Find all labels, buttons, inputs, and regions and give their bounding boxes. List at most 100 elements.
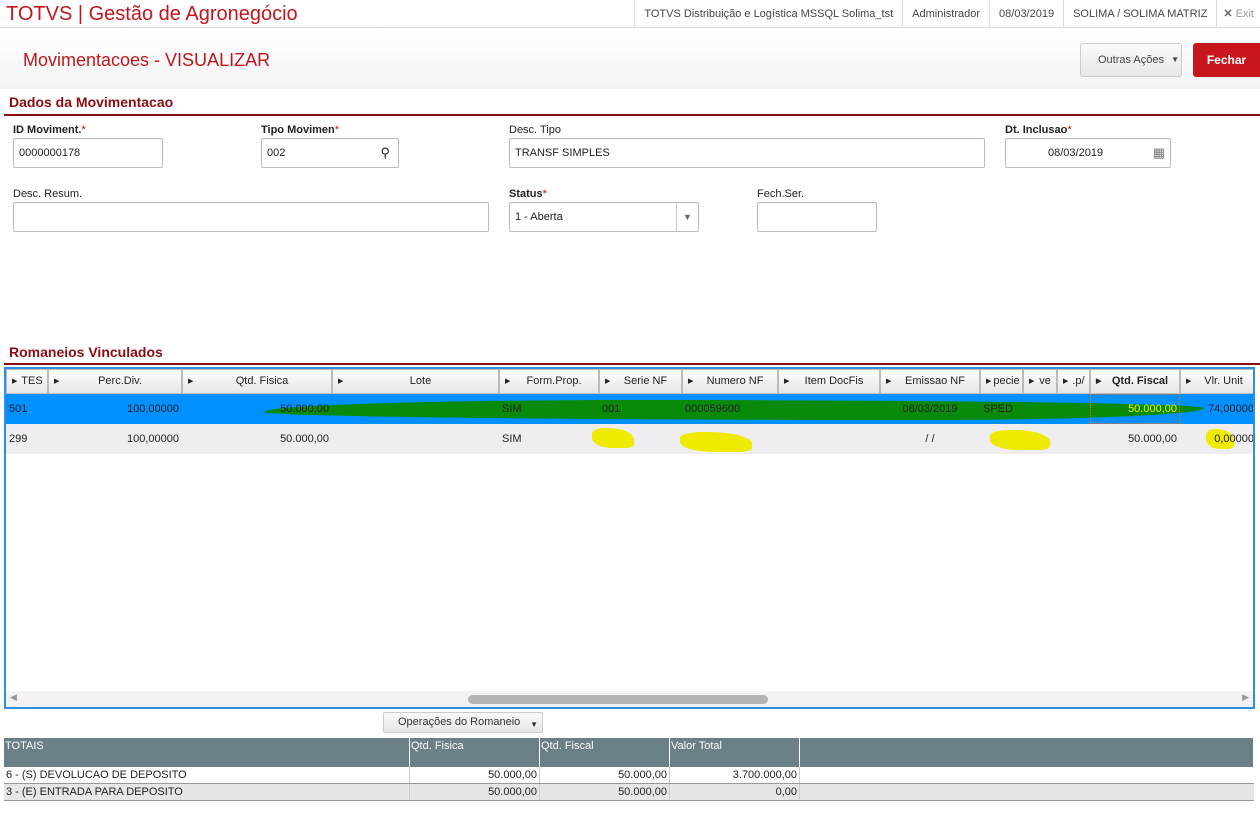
- dt-label: Dt. Inclusao: [1005, 124, 1068, 136]
- status-value: 1 - Aberta: [515, 211, 563, 223]
- table-cell: 100,00000: [127, 433, 179, 445]
- column-header-label: Emissao NF: [905, 375, 965, 387]
- user-label[interactable]: Administrador: [902, 0, 989, 28]
- table-cell: 100,00000: [127, 403, 179, 415]
- scroll-left-icon[interactable]: ◀: [10, 692, 17, 702]
- table-cell: [980, 424, 1023, 454]
- desc-resum-field[interactable]: [13, 202, 489, 232]
- table-cell: [682, 424, 778, 454]
- operations-button[interactable]: Operações do Romaneio ▼: [383, 712, 543, 733]
- fech-field[interactable]: [757, 202, 877, 232]
- chevron-down-icon[interactable]: ▼: [676, 203, 698, 231]
- table-row[interactable]: 501 100,00000 50.000,00 SIM 001 000059600 08/0…: [6, 394, 1254, 424]
- sort-arrow-icon: ▶: [986, 378, 992, 385]
- totals-cell: 3.700.000,00: [670, 767, 800, 783]
- table-cell: 50.000,00: [1128, 433, 1177, 445]
- section-title-romaneios: Romaneios Vinculados: [9, 344, 163, 360]
- dt-field[interactable]: 08/03/2019 ▦: [1005, 138, 1171, 168]
- table-row[interactable]: 299 100,00000 50.000,00 SIM / / 50.000,00 0,00…: [6, 424, 1254, 454]
- close-button[interactable]: Fechar: [1193, 43, 1260, 77]
- column-header[interactable]: ▶ Emissao NF: [880, 369, 980, 394]
- table-cell: SIM: [502, 433, 522, 445]
- top-bar-items: TOTVS Distribuição e Logística MSSQL Sol…: [634, 0, 1260, 28]
- column-header-label: Form.Prop.: [526, 375, 582, 387]
- table-cell: / /: [925, 433, 935, 445]
- table-cell: 501: [9, 403, 28, 415]
- scrollbar-thumb[interactable]: [468, 695, 768, 704]
- totals-cell: 6 - (S) DEVOLUCAO DE DEPOSITO: [4, 767, 410, 783]
- totals-row[interactable]: 3 - (E) ENTRADA PARA DEPOSITO 50.000,00 50…: [4, 784, 1254, 801]
- column-header[interactable]: ▶ Vlr. Unit: [1180, 369, 1253, 394]
- search-icon[interactable]: ⚲: [380, 145, 390, 160]
- totals-cell: 50.000,00: [410, 767, 540, 783]
- totals-row[interactable]: 6 - (S) DEVOLUCAO DE DEPOSITO 50.000,00 50…: [4, 767, 1254, 784]
- tipo-value: 002: [267, 147, 286, 159]
- status-select[interactable]: 1 - Aberta ▼: [509, 202, 699, 232]
- yellow-scribble-overlay: [1206, 429, 1234, 449]
- section-divider: [4, 114, 1260, 116]
- totals-cell: 0,00: [670, 784, 800, 800]
- section-title-dados: Dados da Movimentacao: [9, 94, 174, 110]
- table-cell: 50.000,00: [280, 433, 329, 445]
- sort-arrow-icon: ▶: [605, 378, 611, 385]
- column-header[interactable]: ▶ Item DocFis: [778, 369, 880, 394]
- column-header-label: Numero NF: [706, 375, 764, 387]
- totals-column-header: Valor Total: [670, 738, 800, 767]
- required-mark: *: [542, 188, 547, 200]
- column-header-label: Item DocFis: [804, 375, 864, 387]
- branch-label[interactable]: SOLIMA / SOLIMA MATRIZ: [1063, 0, 1216, 28]
- tipo-label: Tipo Movimen: [261, 124, 335, 136]
- column-header[interactable]: ▶ pecie: [980, 369, 1023, 394]
- yellow-scribble-overlay: [680, 432, 752, 452]
- column-header-label: Qtd. Fisica: [235, 375, 289, 387]
- other-actions-button[interactable]: Outras Ações ▼: [1080, 43, 1182, 77]
- desc-tipo-field[interactable]: TRANSF SIMPLES: [509, 138, 985, 168]
- exit-label: Exit: [1235, 8, 1254, 20]
- table-cell: 50.000,00: [280, 403, 329, 415]
- column-header[interactable]: ▶ Form.Prop.: [499, 369, 599, 394]
- column-header[interactable]: ▶ .p/: [1057, 369, 1090, 394]
- table-cell: [1023, 424, 1057, 454]
- column-header[interactable]: ▶ Lote: [332, 369, 499, 394]
- exit-button[interactable]: ✕ Exit: [1216, 0, 1260, 28]
- column-header[interactable]: ▶ ve: [1023, 369, 1057, 394]
- table-cell: 74,00000: [1208, 403, 1254, 415]
- totals-column-header: [800, 738, 1254, 767]
- column-header[interactable]: ▶ Perc.Div.: [48, 369, 182, 394]
- calendar-icon[interactable]: ▦: [1152, 145, 1165, 160]
- column-header[interactable]: ▶ Qtd. Fisica: [182, 369, 332, 394]
- page-header: [0, 29, 1260, 89]
- required-mark: *: [1067, 124, 1072, 136]
- column-header-label: ve: [1039, 375, 1051, 387]
- dt-value: 08/03/2019: [1048, 147, 1104, 159]
- table-cell: [778, 394, 880, 424]
- totals-cell: 50.000,00: [540, 784, 670, 800]
- table-cell: 08/03/2019: [902, 403, 958, 415]
- table-cell: [1057, 394, 1090, 424]
- column-header-label: TES: [21, 375, 43, 387]
- desc-tipo-label: Desc. Tipo: [509, 124, 561, 136]
- sort-arrow-icon: ▶: [1029, 378, 1035, 385]
- close-icon: ✕: [1223, 8, 1233, 20]
- table-cell: 000059600: [685, 403, 741, 415]
- column-header-label: Vlr. Unit: [1204, 375, 1243, 387]
- table-cell: 50.000,00: [1090, 394, 1180, 424]
- yellow-scribble-overlay: [592, 428, 634, 448]
- sort-arrow-icon: ▶: [12, 378, 18, 385]
- column-header[interactable]: ▶ Qtd. Fiscal: [1090, 369, 1180, 394]
- operations-label: Operações do Romaneio: [398, 716, 521, 728]
- column-header[interactable]: ▶ TES: [6, 369, 48, 394]
- horizontal-scrollbar[interactable]: ◀ ▶: [6, 691, 1253, 707]
- id-field[interactable]: 0000000178: [13, 138, 163, 168]
- tipo-field[interactable]: 002 ⚲: [261, 138, 399, 168]
- column-header[interactable]: ▶ Numero NF: [682, 369, 778, 394]
- column-header-label: Lote: [409, 375, 432, 387]
- table-cell: [778, 424, 880, 454]
- sort-arrow-icon: ▶: [338, 378, 344, 385]
- environment-label: TOTVS Distribuição e Logística MSSQL Sol…: [634, 0, 902, 28]
- id-label: ID Moviment.: [13, 124, 82, 136]
- date-label: 08/03/2019: [989, 0, 1063, 28]
- table-cell: 0,00000: [1214, 433, 1254, 445]
- scroll-right-icon[interactable]: ▶: [1242, 692, 1249, 702]
- column-header[interactable]: ▶ Serie NF: [599, 369, 682, 394]
